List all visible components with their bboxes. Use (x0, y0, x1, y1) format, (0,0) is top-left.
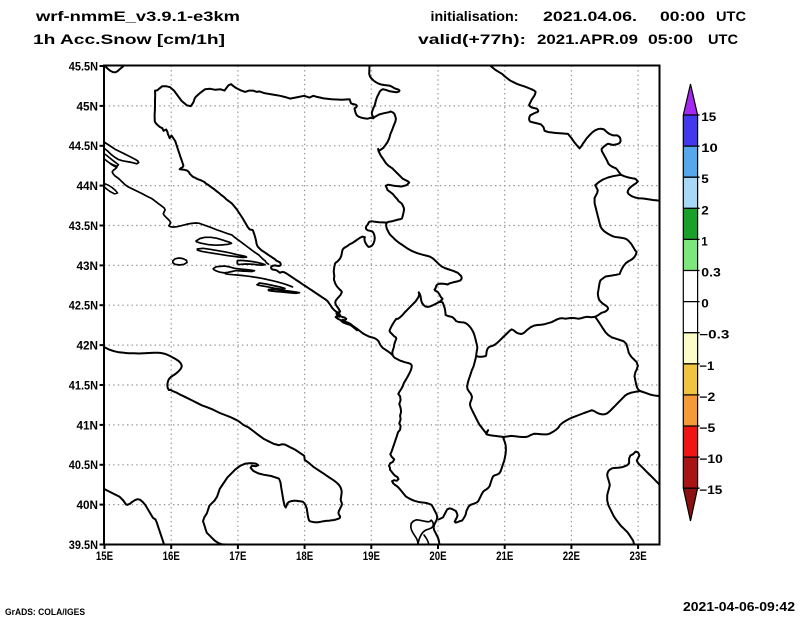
svg-text:10: 10 (701, 141, 718, 155)
svg-text:40.5N: 40.5N (69, 458, 98, 472)
svg-text:45.5N: 45.5N (69, 59, 98, 73)
svg-text:21E: 21E (496, 549, 513, 563)
svg-text:41N: 41N (77, 418, 99, 432)
svg-text:−1: −1 (699, 359, 714, 373)
svg-text:00:00: 00:00 (660, 8, 705, 24)
svg-text:15E: 15E (96, 549, 113, 563)
svg-text:41.5N: 41.5N (69, 378, 98, 392)
svg-text:valid(+77h):: valid(+77h): (418, 31, 526, 47)
svg-text:15: 15 (701, 110, 716, 124)
svg-text:GrADS: COLA/IGES: GrADS: COLA/IGES (5, 607, 85, 618)
svg-text:44N: 44N (77, 179, 99, 193)
svg-text:−15: −15 (699, 483, 722, 497)
svg-text:5: 5 (701, 172, 709, 186)
svg-text:−0.3: −0.3 (699, 328, 729, 342)
svg-text:2: 2 (701, 203, 709, 217)
svg-text:45N: 45N (77, 99, 99, 113)
svg-text:42.5N: 42.5N (69, 299, 98, 313)
svg-text:43.5N: 43.5N (69, 219, 98, 233)
svg-text:39.5N: 39.5N (69, 538, 98, 552)
svg-text:−2: −2 (699, 390, 715, 404)
svg-text:44.5N: 44.5N (69, 139, 98, 153)
svg-text:2021.04.06.: 2021.04.06. (543, 8, 637, 24)
svg-text:wrf-nmmE_v3.9.1-e3km: wrf-nmmE_v3.9.1-e3km (35, 8, 240, 24)
svg-text:1h Acc.Snow [cm/1h]: 1h Acc.Snow [cm/1h] (33, 31, 225, 47)
svg-text:42N: 42N (77, 339, 99, 353)
svg-text:1: 1 (701, 234, 708, 248)
svg-text:UTC: UTC (716, 8, 746, 24)
svg-text:2021-04-06-09:42: 2021-04-06-09:42 (683, 600, 795, 614)
svg-text:0: 0 (701, 297, 709, 311)
svg-text:23E: 23E (630, 549, 647, 563)
svg-text:18E: 18E (296, 549, 313, 563)
svg-text:40N: 40N (77, 498, 99, 512)
svg-text:16E: 16E (163, 549, 180, 563)
svg-text:−10: −10 (699, 452, 723, 466)
svg-text:22E: 22E (563, 549, 580, 563)
svg-text:17E: 17E (229, 549, 246, 563)
svg-text:05:00: 05:00 (648, 31, 693, 47)
svg-text:0.3: 0.3 (701, 266, 721, 280)
svg-text:UTC: UTC (708, 31, 738, 47)
svg-text:19E: 19E (363, 549, 380, 563)
svg-text:−5: −5 (699, 421, 715, 435)
svg-text:initialisation:: initialisation: (431, 8, 519, 24)
svg-text:2021.APR.09: 2021.APR.09 (537, 31, 638, 47)
svg-text:43N: 43N (77, 259, 99, 273)
svg-text:20E: 20E (429, 549, 446, 563)
